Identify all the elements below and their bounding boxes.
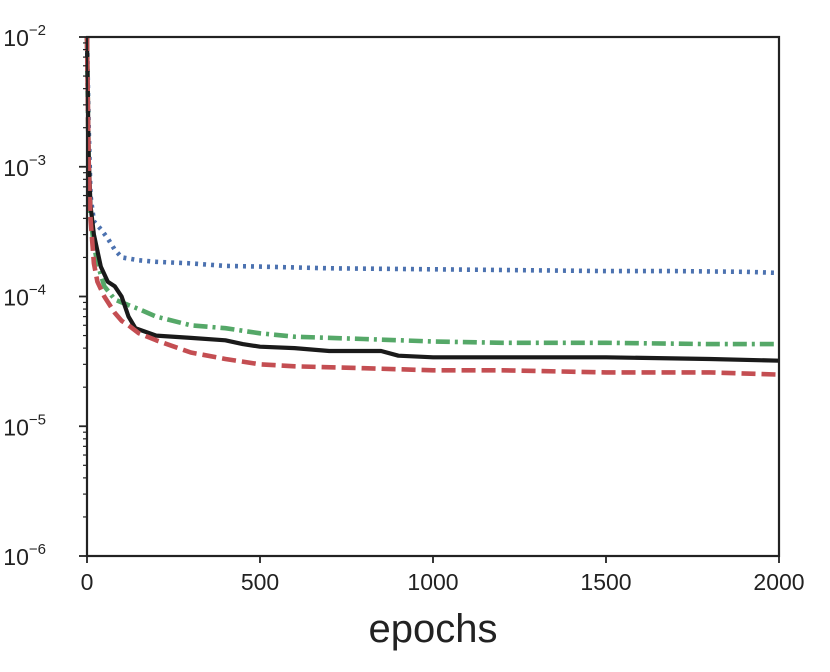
y-axis: 10−6 10−5 10−4 10−3 10−2 [3,22,87,570]
y-tick-label: 10−3 [3,152,46,181]
series-layer [84,36,780,377]
plot-frame [85,35,781,558]
series-line-dashdot [84,36,779,347]
x-tick-label: 1000 [407,569,458,595]
y-tick-label: 10−6 [3,541,46,570]
series-line-dashed [84,36,780,377]
y-tick-label: 10−4 [3,282,46,311]
x-tick-label: 500 [241,569,279,595]
x-tick-label: 1500 [580,569,631,595]
series-line-solid [84,36,780,363]
x-axis: 0 500 1000 1500 2000 [81,556,805,595]
y-tick-label: 10−5 [3,411,46,440]
x-tick-label: 2000 [753,569,804,595]
x-axis-title: epochs [369,607,498,651]
x-tick-label: 0 [81,569,94,595]
series-line-dotted [84,36,780,276]
y-tick-label: 10−2 [3,22,46,51]
